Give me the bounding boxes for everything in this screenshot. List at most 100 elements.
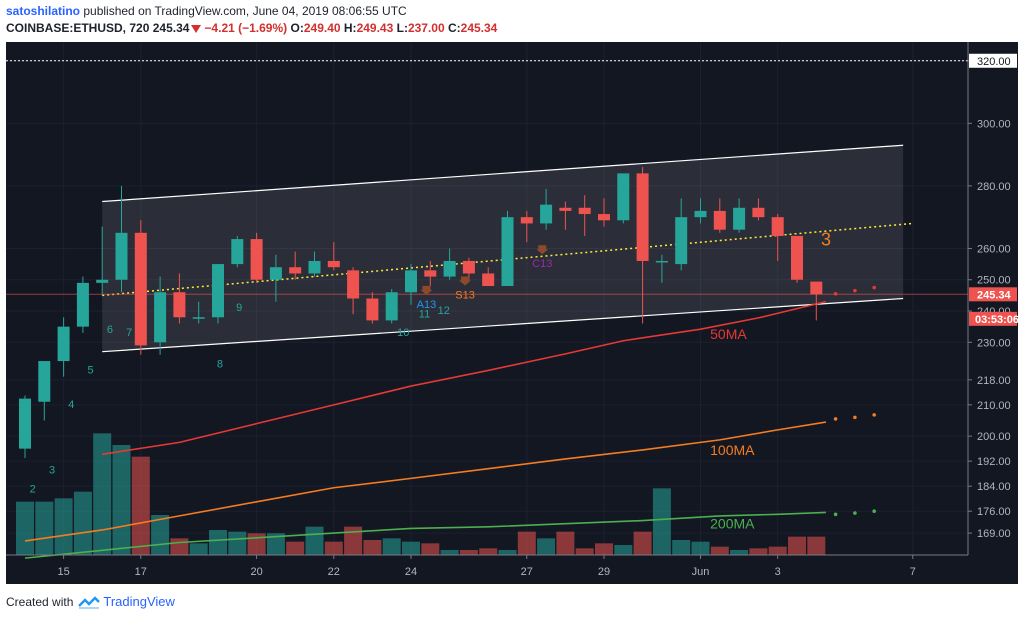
candle [327,242,340,271]
td-count-label: 5 [88,365,94,377]
volume-bar [228,531,247,555]
candle-body [617,173,630,221]
candle [559,201,572,230]
td-count-label: 11 [419,308,430,320]
candle-body [636,173,649,261]
candle-body [694,210,707,218]
candle-body [231,239,244,265]
ma-line-100ma [24,421,827,542]
td-count-label: 7 [126,327,132,339]
volume-bar [112,445,131,555]
candle-body [578,207,591,215]
annotation-arrow-icon [536,245,549,255]
candle-body [655,260,668,263]
candle [694,198,707,224]
open-value: 249.40 [303,21,341,35]
candle [733,198,746,233]
td-count-label: 10 [397,327,409,339]
candle [752,198,765,221]
last-price: 245.34 [152,21,190,35]
candle [250,232,263,283]
price-tick-label: 176.00 [977,506,1011,518]
price-label-bg [969,53,1017,68]
ma-projection-dot [833,417,838,421]
publish-header: satoshilatino published on TradingView.c… [6,4,1016,18]
price-label-320: 320.00 [977,56,1011,68]
annotation-arrow-icon [459,276,472,286]
candle-body [810,281,823,295]
volume-bar [614,545,633,555]
candle [308,251,321,277]
td-count-label: 4 [68,399,74,411]
volume-bar [305,526,324,555]
candle [385,289,398,324]
candle [617,173,630,224]
candle-body [462,260,475,274]
close-label: C: [447,21,461,35]
candle-body [327,260,340,268]
candle [713,198,726,233]
close-value: 245.34 [460,21,498,35]
candle-body [38,361,51,402]
candle [134,220,147,355]
price-chart[interactable]: 234567891011123A13S13C1350MA100MA200MA32… [6,42,1018,584]
current-price-bg [969,287,1017,302]
ma-label: 100MA [710,442,755,458]
candle [462,257,475,280]
ma-projection-dot [872,413,876,417]
time-tick-label: 29 [598,566,610,578]
candle [19,395,31,459]
candle [771,214,784,261]
candle-body [424,270,437,277]
price-tick-label: 260.00 [977,243,1011,255]
td-count-label: 6 [107,324,113,336]
candle-body [134,232,147,346]
volume-bar [35,501,54,555]
candle [424,260,437,286]
volume-bar [93,433,112,555]
td-count-label: 3 [49,465,55,477]
candle-body [675,217,688,265]
volume-bar [517,531,536,555]
candle-body [771,217,784,236]
channel-upper-line [102,144,904,203]
ma-projection-dot [872,285,876,290]
candle-body [76,282,89,327]
candle-body [96,279,109,283]
candle-body [269,267,282,280]
open-label: O: [290,21,304,35]
time-tick-label: Jun [692,566,710,578]
candle-body [598,214,610,221]
volume-bar [807,536,826,555]
candle [231,235,244,268]
candle-body [443,260,456,277]
candle-body [385,292,398,321]
price-tick-label: 218.00 [977,375,1011,387]
candle [501,210,514,286]
candle [578,195,591,236]
publish-info: published on TradingView.com, June 04, 2… [83,4,407,18]
symbol-header: COINBASE:ETHUSD, 720 245.34 −4.21 (−1.69%… [6,21,1016,35]
td-count-label: 9 [236,302,242,314]
ma-projection-dot [853,288,857,293]
price-tick-label: 169.00 [977,528,1011,540]
candle [38,361,51,421]
candle [173,273,186,324]
volume-bar [556,531,575,555]
candle [675,198,688,271]
candle-body [405,270,417,293]
volume-bar [266,533,285,555]
volume-bar [575,548,594,555]
price-tick-label: 200.00 [977,431,1011,443]
volume-bar [595,543,613,555]
candle [96,226,109,296]
candle-body [250,239,263,280]
volume-bar [382,538,401,555]
candle [791,235,803,283]
candle [269,254,282,302]
candle [212,264,224,324]
author-name[interactable]: satoshilatino [6,4,81,18]
tradingview-brand[interactable]: TradingView [103,594,175,609]
candle [347,267,360,315]
td-count-label: 2 [30,483,36,495]
